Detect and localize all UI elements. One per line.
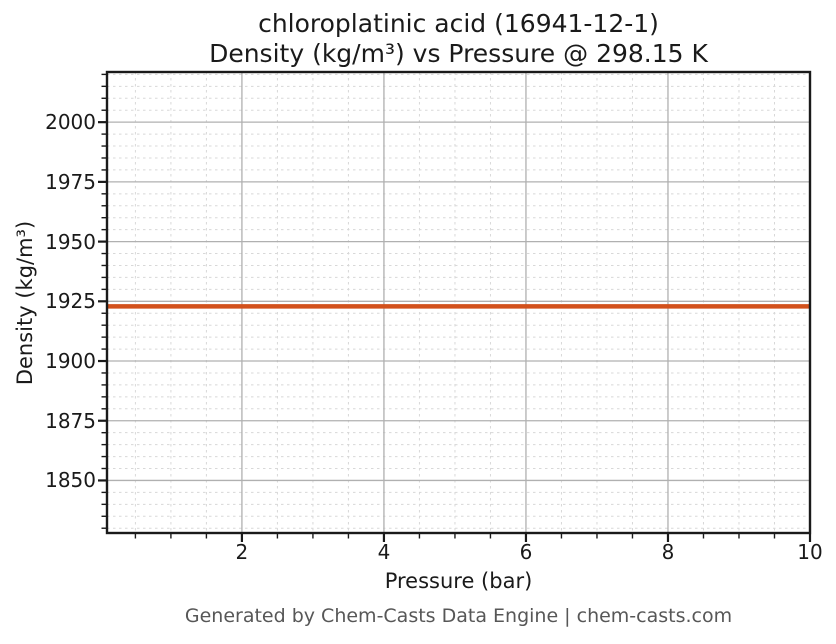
y-tick-label: 1950 (45, 229, 96, 254)
chart-title: chloroplatinic acid (16941-12-1) Density… (107, 9, 810, 69)
y-tick-label: 1850 (45, 468, 96, 493)
x-tick-label: 6 (519, 540, 533, 564)
y-tick-label: 2000 (45, 110, 96, 135)
plot-border (105, 70, 812, 535)
x-axis-label: Pressure (bar) (384, 569, 533, 593)
x-tick-label: 10 (797, 540, 823, 564)
x-tick-label: 2 (235, 540, 249, 564)
chart-title-line2: Density (kg/m³) vs Pressure @ 298.15 K (209, 39, 708, 68)
y-tick-label: 1975 (45, 169, 96, 194)
chart-title-line1: chloroplatinic acid (16941-12-1) (258, 9, 659, 38)
footer-attribution: Generated by Chem-Casts Data Engine | ch… (184, 605, 733, 627)
x-tick-label: 8 (661, 540, 675, 564)
y-tick-label: 1925 (45, 289, 96, 314)
y-tick-label: 1900 (45, 349, 96, 374)
x-tick-label: 4 (377, 540, 391, 564)
y-tick-label: 1875 (45, 408, 96, 433)
